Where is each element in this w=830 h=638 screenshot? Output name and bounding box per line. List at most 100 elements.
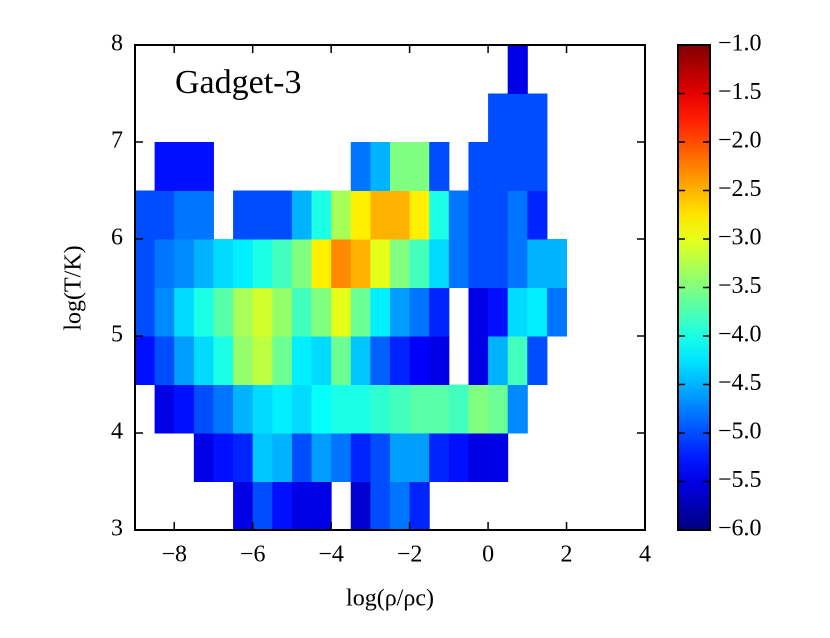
colorbar-tick-label: −1.5 (718, 79, 762, 105)
heatmap-cell (527, 190, 548, 240)
heatmap-cell (213, 287, 234, 337)
heatmap-cell (174, 190, 195, 240)
heatmap-cell (252, 190, 273, 240)
heatmap-cell (468, 142, 489, 191)
heatmap-cell (370, 384, 391, 434)
heatmap-cell (233, 481, 254, 531)
heatmap-cell (331, 190, 352, 240)
heatmap-cell (252, 384, 273, 434)
heatmap-cell (350, 287, 371, 337)
heatmap-cell (193, 433, 214, 482)
heatmap-cell (507, 336, 528, 385)
heatmap-cell (311, 384, 332, 434)
heatmap-cell (154, 287, 175, 337)
heatmap-cell (291, 433, 313, 482)
heatmap-cell (409, 336, 430, 385)
x-tick-label: 2 (561, 542, 573, 568)
heatmap-cell (370, 433, 391, 482)
heatmap-cell (291, 384, 313, 434)
heatmap-cell (350, 239, 371, 288)
colorbar-tick-label: −3.0 (718, 225, 762, 251)
heatmap-cell (468, 190, 489, 240)
heatmap-cell (272, 433, 293, 482)
heatmap-cell (527, 239, 548, 288)
x-tick-label: −8 (161, 542, 187, 568)
heatmap-cell (193, 287, 214, 337)
heatmap-cell (507, 287, 528, 337)
heatmap-cell (468, 287, 489, 337)
heatmap-cell (507, 93, 528, 143)
heatmap-cell (390, 336, 411, 385)
heatmap-cell (409, 481, 430, 531)
heatmap-cell (468, 384, 489, 434)
heatmap-cell (390, 190, 411, 240)
heatmap-cell (252, 336, 273, 385)
heatmap-cell (390, 239, 411, 288)
heatmap-cell (429, 142, 450, 191)
heatmap-cell (331, 433, 352, 482)
heatmap-cell (174, 384, 195, 434)
heatmap-cell (527, 142, 548, 191)
heatmap-cell (193, 239, 214, 288)
heatmap-cell (213, 384, 234, 434)
heatmap-cell (252, 287, 273, 337)
colorbar-tick-label: −3.5 (718, 273, 762, 299)
heatmap-cell (291, 287, 313, 337)
heatmap-cell (409, 384, 430, 434)
heatmap-cell (331, 384, 352, 434)
heatmap-cell (291, 239, 313, 288)
heatmap-cell (429, 190, 450, 240)
heatmap-cell (233, 287, 254, 337)
heatmap-cell (252, 433, 273, 482)
heatmap-cell (135, 190, 156, 240)
heatmap-cell (193, 142, 214, 191)
y-axis-label: log(T/K) (61, 245, 87, 330)
heatmap-cell (488, 239, 509, 288)
x-tick-label: −2 (397, 542, 423, 568)
heatmap-cell (429, 336, 450, 385)
heatmap-cell (488, 190, 509, 240)
heatmap-cell (390, 433, 411, 482)
heatmap-cell (272, 384, 293, 434)
colorbar-tick-label: −5.5 (718, 467, 762, 493)
heatmap-cell (135, 287, 156, 337)
heatmap-cell (409, 287, 430, 337)
heatmap-cell (409, 239, 430, 288)
heatmap-cell (213, 433, 234, 482)
heatmap-cell (291, 190, 313, 240)
heatmap-cell (429, 433, 450, 482)
heatmap-cell (154, 336, 175, 385)
heatmap-cell (546, 239, 568, 288)
annotation: Gadget-3 (175, 64, 302, 101)
heatmap-cell (272, 239, 293, 288)
heatmap-cell (429, 239, 450, 288)
heatmap-cell (272, 336, 293, 385)
heatmap-cell (154, 142, 175, 191)
heatmap-cell (350, 336, 371, 385)
heatmap-cell (350, 481, 371, 531)
heatmap-cell (174, 336, 195, 385)
heatmap-cell (174, 239, 195, 288)
heatmap-cell (350, 142, 371, 191)
heatmap-cell (193, 190, 214, 240)
heatmap-cell (193, 336, 214, 385)
heatmap-cell (527, 93, 548, 143)
colorbar-tick-label: −2.5 (718, 176, 762, 202)
heatmap-cell (409, 433, 430, 482)
heatmap-cell (272, 287, 293, 337)
heatmap-cell (135, 239, 156, 288)
heatmap-cell (193, 384, 214, 434)
heatmap-cell (154, 190, 175, 240)
heatmap-cell (331, 239, 352, 288)
heatmap-cell (507, 190, 528, 240)
heatmap-cell (488, 336, 509, 385)
y-tick-label: 8 (111, 31, 123, 57)
heatmap-cell (311, 433, 332, 482)
heatmap-cell (448, 190, 469, 240)
heatmap-cell (390, 287, 411, 337)
heatmap-cell (488, 142, 509, 191)
heatmap-cell (174, 287, 195, 337)
heatmap-cell (370, 336, 391, 385)
heatmap-cell (527, 287, 548, 337)
heatmap-cell (370, 481, 391, 531)
